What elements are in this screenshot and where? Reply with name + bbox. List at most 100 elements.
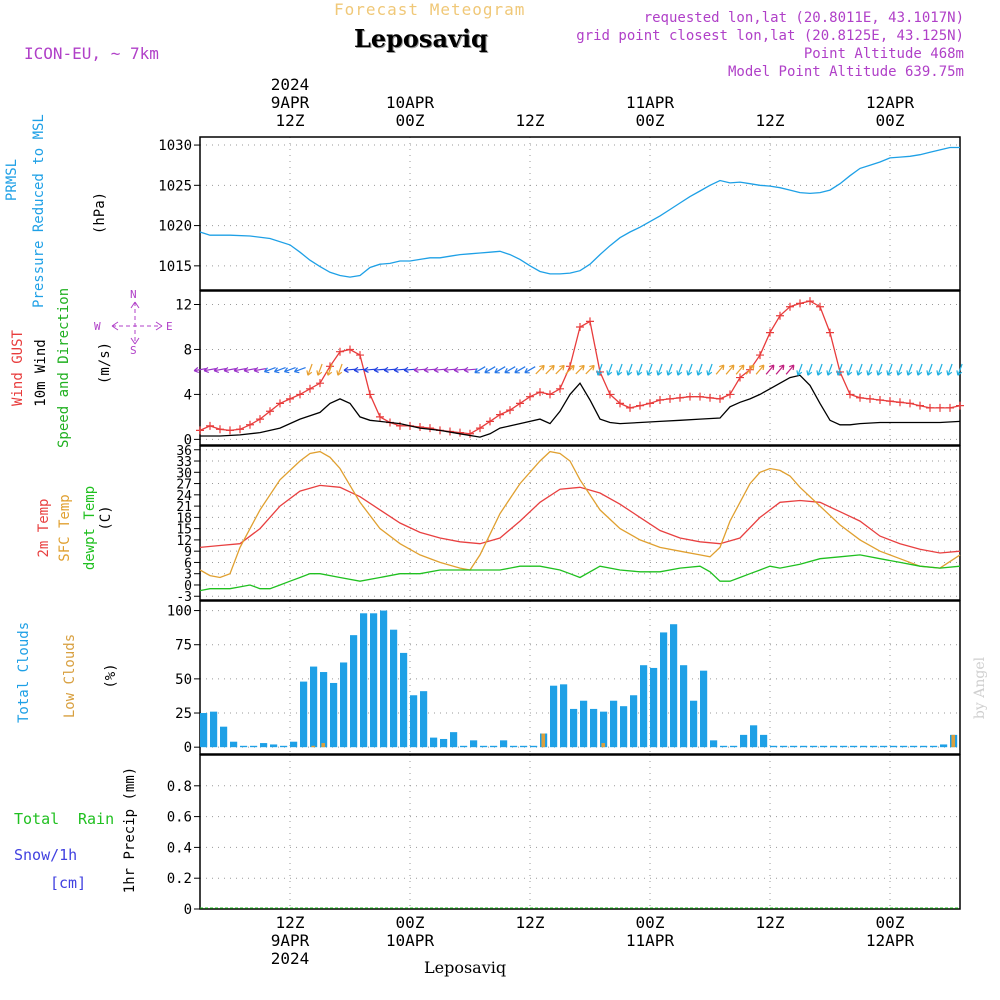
temp-ytick-label: 36: [176, 444, 192, 459]
total-clouds-bar: [240, 745, 248, 748]
wind-arrow: [326, 363, 333, 376]
pressure-ytick-label: 1020: [158, 219, 192, 235]
temp-ytick-label: -3: [176, 590, 192, 605]
gust-marker: [506, 406, 514, 415]
gust-marker: [296, 390, 304, 399]
wind-arrow: [806, 363, 813, 376]
wind-arrow: [253, 366, 267, 374]
gust-marker: [466, 429, 474, 438]
precip-total-label: Total: [14, 810, 60, 828]
wind-arrow: [453, 366, 467, 373]
total-clouds-bar: [770, 745, 778, 748]
wind-arrow: [936, 363, 943, 376]
temp-ytick-label: 30: [176, 466, 192, 481]
wind-arrow: [735, 364, 745, 375]
wind-arrow: [866, 363, 873, 376]
total-clouds-bar: [210, 711, 218, 748]
total-clouds-bar: [280, 745, 288, 748]
wind-arrow: [755, 364, 765, 375]
wind-arrow: [856, 363, 863, 376]
clouds-ytick-label: 100: [167, 604, 192, 620]
total-clouds-bar: [380, 610, 388, 748]
total-clouds-bar: [630, 695, 638, 748]
bottom-axis-label: 00Z: [396, 913, 425, 932]
total-clouds-bar: [780, 745, 788, 748]
wind-arrow: [666, 363, 673, 376]
precip-rain-label: Rain: [78, 810, 115, 828]
top-axis-label: 9APR: [271, 93, 310, 112]
gust-marker: [846, 390, 854, 399]
gust-marker: [686, 392, 694, 401]
gust-marker: [776, 311, 784, 320]
gust-marker: [276, 399, 284, 408]
wind-ytick-label: 4: [184, 387, 192, 403]
total-clouds-bar: [670, 624, 678, 748]
total-clouds-bar: [260, 743, 268, 748]
wind-arrow: [223, 366, 237, 374]
total-clouds-bar: [800, 745, 808, 748]
wind-arrow: [193, 366, 207, 374]
gust-marker: [886, 397, 894, 406]
footer-location: Leposaviq: [424, 958, 507, 977]
wind-arrow: [916, 363, 923, 376]
grid-point-coords: grid point closest lon,lat (20.8125E, 43…: [576, 28, 964, 44]
total-clouds-bar: [460, 745, 468, 748]
precip-panel-frame: [199, 754, 961, 910]
gust-marker: [656, 396, 664, 405]
gust-marker: [536, 388, 544, 397]
wind-arrow: [363, 366, 377, 373]
gust-marker: [606, 390, 614, 399]
top-axis-label: 12Z: [756, 111, 785, 130]
model-label: ICON-EU, ~ 7km: [24, 44, 159, 63]
total-clouds-bar: [700, 670, 708, 748]
wind-arrow: [725, 364, 735, 375]
total-clouds-bar: [410, 695, 418, 748]
gust-marker: [796, 299, 804, 308]
total-clouds-bar: [250, 745, 258, 748]
pressure-ytick-label: 1015: [158, 259, 192, 275]
total-clouds-bar: [390, 629, 398, 748]
total-clouds-bar: [570, 708, 578, 748]
bottom-axis-label: 12Z: [276, 913, 305, 932]
precip-ytick-label: 0.4: [167, 840, 192, 856]
total-clouds-bar: [740, 734, 748, 748]
gust-marker: [496, 410, 504, 419]
wind-arrow: [636, 363, 643, 376]
wind-arrow: [213, 366, 227, 374]
wind-arrow: [686, 363, 693, 376]
gust-marker: [256, 415, 264, 424]
gust-marker: [866, 394, 874, 403]
gust-marker: [526, 392, 534, 401]
wind-arrow: [926, 363, 933, 376]
gust-marker: [906, 399, 914, 408]
total-clouds-bar: [690, 700, 698, 748]
wind-arrow: [785, 364, 795, 375]
bottom-axis-label: 12Z: [756, 913, 785, 932]
precip-ytick-label: 0.8: [167, 779, 192, 795]
gust-marker: [626, 403, 634, 412]
wind-arrow: [403, 366, 417, 373]
temp-ytick-label: 27: [176, 478, 192, 493]
wind-arrow: [616, 363, 623, 376]
bottom-axis-label: 00Z: [876, 913, 905, 932]
precip-ytick-label: 0.6: [167, 810, 192, 826]
gust-marker: [346, 345, 354, 354]
gust-marker: [756, 351, 764, 360]
wind-arrow: [836, 363, 843, 376]
gust-marker: [826, 328, 834, 337]
temp-ytick-label: 0: [184, 579, 192, 594]
wind-arrow: [826, 363, 833, 376]
gust-marker: [216, 425, 224, 434]
total-clouds-bar: [420, 691, 428, 748]
wind-arrow: [243, 366, 257, 374]
total-clouds-bar: [470, 740, 478, 748]
wind-arrow: [775, 364, 785, 375]
total-clouds-bar: [290, 741, 298, 748]
gust-marker: [236, 425, 244, 434]
gust-marker: [706, 393, 714, 402]
wind-arrow: [796, 363, 803, 376]
total-clouds-bar: [660, 632, 668, 748]
total-clouds-bar: [360, 613, 368, 748]
compass-e: E: [166, 320, 173, 333]
gust-marker: [956, 401, 964, 410]
